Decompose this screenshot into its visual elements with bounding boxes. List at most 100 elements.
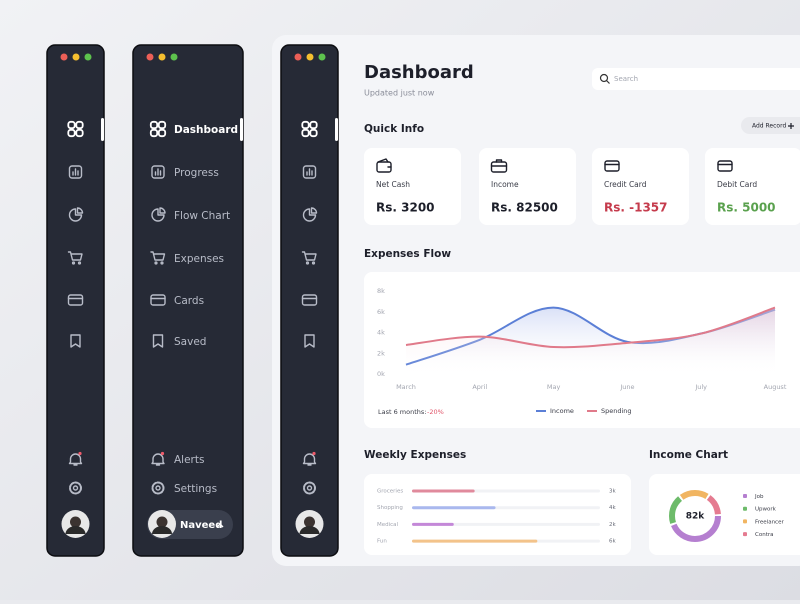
icon	[304, 334, 315, 348]
window-control	[318, 53, 326, 61]
icon	[154, 261, 158, 265]
nav-label: Progress	[174, 167, 219, 179]
search-box[interactable]	[592, 68, 800, 90]
avatar-head	[156, 516, 168, 528]
legend-label: Freelancer	[755, 519, 784, 525]
nav-item[interactable]	[51, 158, 98, 186]
avatar-head	[304, 516, 315, 528]
section-title: Income Chart	[649, 449, 728, 461]
icon	[72, 168, 79, 176]
legend-swatch	[743, 494, 747, 498]
nav-label: Saved	[174, 336, 206, 348]
sidebar	[280, 44, 339, 557]
nav-item[interactable]	[51, 244, 98, 272]
plus-icon	[788, 123, 794, 129]
legend-label: Income	[550, 407, 574, 415]
window-control	[306, 53, 314, 61]
icon	[152, 334, 164, 348]
icon	[68, 165, 83, 179]
icon	[75, 128, 84, 138]
icon	[69, 481, 82, 495]
nav-label: Dashboard	[174, 124, 238, 136]
nav-item[interactable]	[285, 244, 332, 272]
nav-item[interactable]	[285, 115, 332, 143]
icon	[149, 128, 159, 138]
icon	[67, 251, 83, 261]
chart-footer: Last 6 months:	[378, 408, 426, 416]
icon	[77, 261, 82, 265]
icon	[309, 120, 318, 130]
y-tick-label: 0k	[377, 370, 385, 378]
icon	[155, 485, 161, 491]
icon	[302, 165, 317, 179]
nav-label: Settings	[174, 483, 217, 495]
search-icon	[606, 80, 610, 84]
y-tick-label: 8k	[377, 287, 385, 295]
x-tick-label: June	[619, 383, 634, 391]
window-control	[146, 53, 154, 61]
window-control	[170, 53, 178, 61]
add-record-button[interactable]	[741, 117, 800, 134]
x-tick-label: April	[472, 383, 487, 391]
nav-item[interactable]	[51, 115, 98, 143]
donut-segment	[669, 490, 721, 542]
y-tick-label: 4k	[377, 329, 385, 337]
nav-item[interactable]	[285, 286, 332, 314]
nav-label: Flow Chart	[174, 210, 230, 222]
x-tick-label: August	[764, 383, 787, 391]
icon	[75, 120, 84, 130]
value-label: 2k	[609, 522, 616, 528]
y-tick-label: 6k	[377, 308, 385, 316]
donut-segment	[669, 490, 721, 542]
nav-item[interactable]	[51, 201, 98, 229]
value-label: 4k	[609, 505, 616, 511]
value-label: 3k	[609, 489, 616, 495]
icon	[68, 453, 83, 466]
card-label: Net Cash	[376, 180, 410, 189]
icon	[67, 294, 84, 306]
user-name: Naveed	[180, 520, 222, 531]
icon	[76, 207, 84, 214]
icon	[305, 261, 310, 265]
legend-swatch	[743, 532, 747, 537]
value-label: 6k	[609, 539, 616, 545]
icon	[150, 251, 166, 261]
nav-item[interactable]	[51, 447, 98, 471]
nav-item[interactable]	[51, 327, 98, 355]
notification-dot	[78, 451, 82, 456]
icon	[302, 208, 317, 222]
icon	[604, 160, 620, 172]
legend-label: Contra	[755, 532, 773, 538]
section-title: Weekly Expenses	[364, 449, 466, 461]
icon	[71, 261, 76, 265]
card-label: Debit Card	[717, 180, 757, 189]
legend-label: Spending	[601, 407, 632, 415]
page-subtitle: Updated just now	[364, 89, 435, 98]
legend-label: Upwork	[755, 507, 777, 513]
icon	[310, 207, 318, 214]
nav-item[interactable]	[285, 201, 332, 229]
nav-item[interactable]	[285, 158, 332, 186]
card-label: Credit Card	[604, 180, 647, 189]
icon	[67, 128, 76, 138]
nav-item[interactable]	[51, 476, 98, 500]
icon	[490, 161, 508, 173]
icon	[306, 485, 313, 491]
nav-item[interactable]	[285, 327, 332, 355]
section-title: Expenses Flow	[364, 248, 451, 260]
avatar-body	[65, 526, 86, 534]
nav-item[interactable]	[51, 286, 98, 314]
icon	[377, 158, 392, 168]
window-control	[60, 53, 68, 61]
window-control	[294, 53, 302, 61]
series-line	[405, 306, 776, 349]
nav-item[interactable]	[285, 476, 332, 500]
donut-center: 82k	[686, 512, 706, 522]
icon	[70, 334, 81, 348]
button-label: Add Record	[752, 123, 786, 130]
legend-swatch	[743, 519, 747, 524]
nav-item[interactable]	[285, 447, 332, 471]
avatar-head	[70, 516, 81, 528]
page-title: Dashboard	[364, 62, 474, 83]
